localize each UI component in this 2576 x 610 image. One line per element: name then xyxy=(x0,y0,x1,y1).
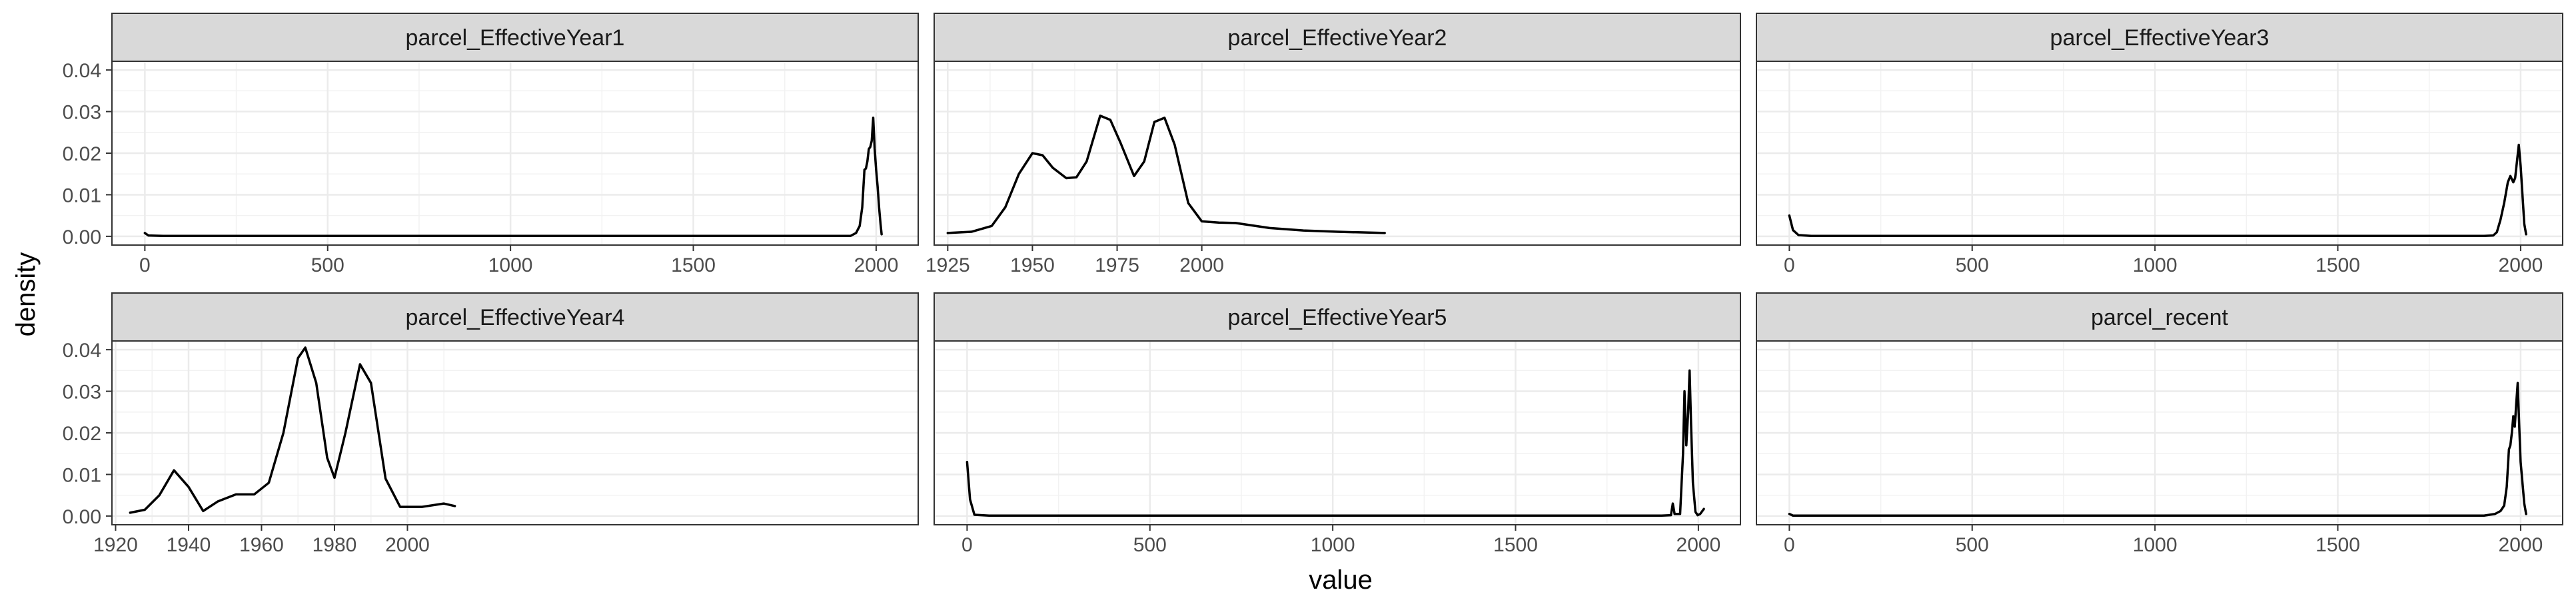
x-tick-label: 1940 xyxy=(167,534,211,556)
density-line xyxy=(946,115,1386,234)
x-tick-label: 1000 xyxy=(2133,534,2178,556)
panel-border xyxy=(934,61,1741,246)
density-line xyxy=(966,369,1705,517)
x-tick-label: 1950 xyxy=(1010,254,1055,276)
x-tick-label: 500 xyxy=(1133,534,1167,556)
facet-strip xyxy=(934,292,1741,342)
facet-strip-label: parcel_EffectiveYear1 xyxy=(406,25,625,51)
facet-strip xyxy=(111,292,919,342)
x-tick-label: 1000 xyxy=(488,254,533,276)
density-line xyxy=(1788,143,2527,238)
x-tick-label: 2000 xyxy=(2499,534,2543,556)
facet-panel: parcel_EffectiveYear5 0 500 1000 1500 2000 xyxy=(934,292,1741,556)
x-tick-label: 500 xyxy=(1956,254,1989,276)
facet-strip-label: parcel_EffectiveYear5 xyxy=(1228,305,1447,330)
facet-strip-label: parcel_recent xyxy=(2091,305,2229,330)
x-tick-label: 2000 xyxy=(2499,254,2543,276)
x-tick-label: 0 xyxy=(1784,254,1795,276)
x-tick-label: 1500 xyxy=(671,254,716,276)
y-tick-label: 0.01 xyxy=(63,464,101,486)
x-tick-label: 1500 xyxy=(2315,254,2360,276)
facet-panel: parcel_recent 0 500 1000 1500 2000 xyxy=(1756,292,2563,556)
x-tick-label: 1920 xyxy=(93,534,138,556)
y-tick-label: 0.00 xyxy=(63,226,101,248)
x-tick-label: 500 xyxy=(311,254,344,276)
x-axis-title: value xyxy=(1309,565,1373,595)
x-tick-label: 500 xyxy=(1956,534,1989,556)
x-tick-label: 1000 xyxy=(2133,254,2178,276)
x-tick-label: 2000 xyxy=(854,254,899,276)
x-tick-label: 2000 xyxy=(1676,534,1721,556)
x-tick-label: 1980 xyxy=(313,534,357,556)
facet-panel: parcel_EffectiveYear4 1920 1940 1960 1980 200… xyxy=(63,292,919,556)
x-tick-label: 0 xyxy=(139,254,151,276)
panel-border xyxy=(1756,340,2563,525)
facet-strip xyxy=(1756,13,2563,62)
x-tick-label: 0 xyxy=(962,534,973,556)
y-tick-label: 0.01 xyxy=(63,184,101,206)
y-axis-title: density xyxy=(11,252,41,337)
facet-panel: parcel_EffectiveYear3 0 500 1000 1500 2000 xyxy=(1756,13,2563,276)
x-tick-label: 1500 xyxy=(1493,534,1538,556)
y-tick-label: 0.03 xyxy=(63,102,101,124)
x-tick-label: 2000 xyxy=(385,534,430,556)
facets-group: parcel_EffectiveYear1 0 500 1000 1500 2000 0.0… xyxy=(63,13,2563,556)
y-tick-label: 0.04 xyxy=(63,340,101,362)
y-tick-label: 0.02 xyxy=(63,143,101,165)
facet-strip xyxy=(934,13,1741,62)
x-tick-label: 1500 xyxy=(2315,534,2360,556)
y-tick-label: 0.02 xyxy=(63,423,101,445)
x-tick-label: 2000 xyxy=(1179,254,1224,276)
facet-panel: parcel_EffectiveYear1 0 500 1000 1500 2000 0.0… xyxy=(63,13,919,276)
facet-strip xyxy=(111,13,919,62)
panel-border xyxy=(934,340,1741,525)
facet-strip-label: parcel_EffectiveYear4 xyxy=(406,305,625,330)
facet-strip xyxy=(1756,292,2563,342)
density-line xyxy=(129,346,456,514)
facet-strip-label: parcel_EffectiveYear3 xyxy=(2050,25,2269,51)
panel-border xyxy=(1756,61,2563,246)
y-tick-label: 0.04 xyxy=(63,60,101,82)
x-tick-label: 1000 xyxy=(1311,534,1355,556)
density-line xyxy=(143,117,883,238)
y-tick-label: 0.03 xyxy=(63,382,101,404)
facet-panel: parcel_EffectiveYear2 1925 1950 1975 2000 xyxy=(926,13,1741,276)
x-tick-label: 0 xyxy=(1784,534,1795,556)
facet-strip-label: parcel_EffectiveYear2 xyxy=(1228,25,1447,51)
y-tick-label: 0.00 xyxy=(63,506,101,528)
x-tick-label: 1960 xyxy=(239,534,284,556)
x-tick-label: 1975 xyxy=(1095,254,1139,276)
density-line xyxy=(1788,382,2527,517)
x-tick-label: 1925 xyxy=(926,254,970,276)
